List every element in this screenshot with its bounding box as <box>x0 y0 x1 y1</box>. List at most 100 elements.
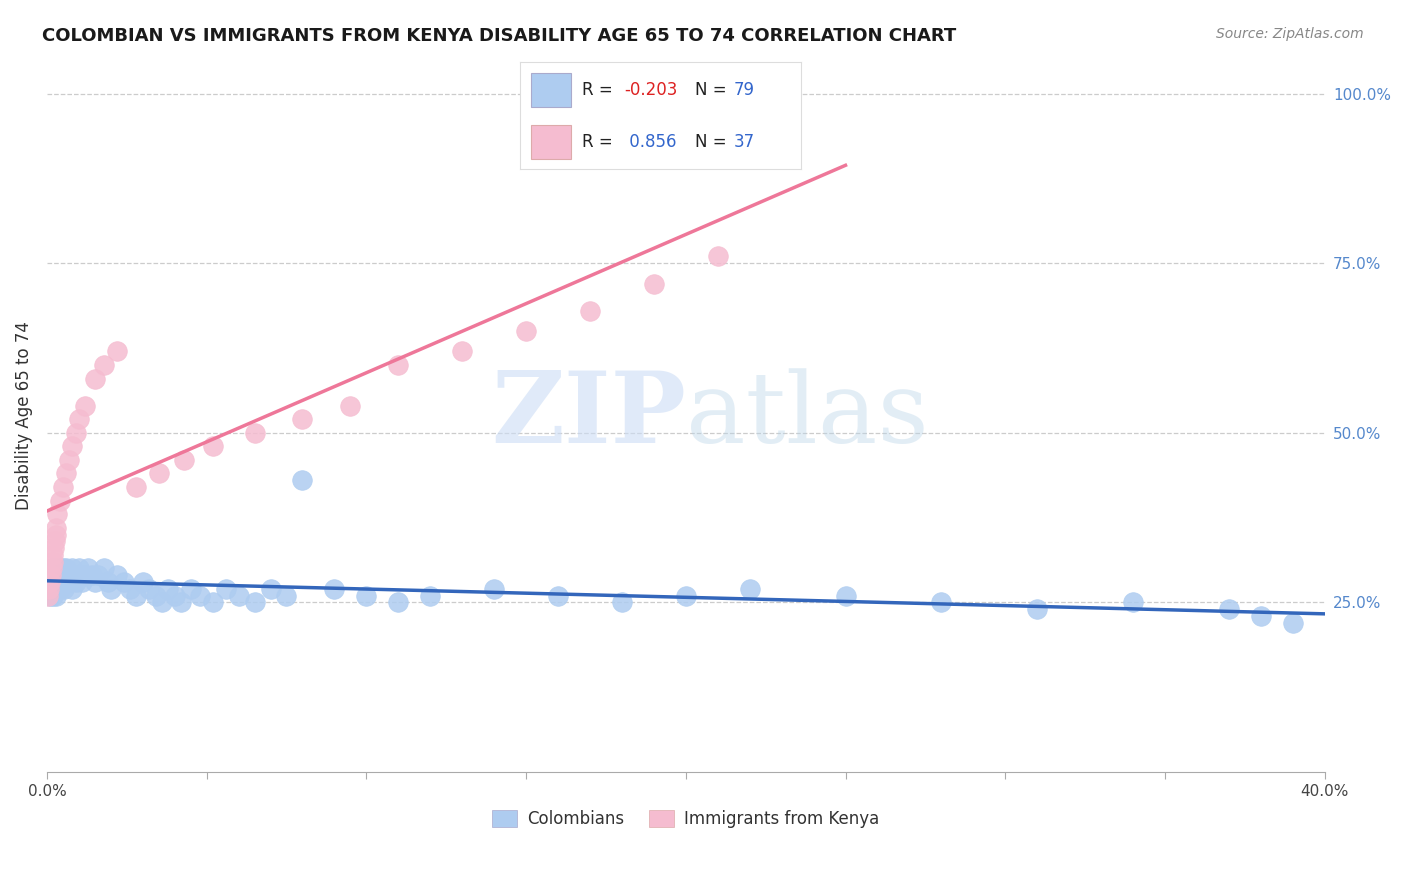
Point <box>45 589 67 603</box>
Point <box>37 582 59 596</box>
Point <box>419 589 441 603</box>
Text: N =: N = <box>695 133 731 151</box>
Point <box>45 527 67 541</box>
Point <box>52 480 75 494</box>
Point <box>125 480 148 494</box>
Text: COLOMBIAN VS IMMIGRANTS FROM KENYA DISABILITY AGE 65 TO 74 CORRELATION CHART: COLOMBIAN VS IMMIGRANTS FROM KENYA DISAB… <box>42 27 956 45</box>
Point <box>931 595 953 609</box>
FancyBboxPatch shape <box>531 125 571 159</box>
Point <box>41 561 63 575</box>
Point <box>55 568 77 582</box>
Point <box>42 582 65 596</box>
Point <box>42 541 65 556</box>
Point <box>118 582 141 596</box>
Point <box>44 568 66 582</box>
Point <box>1250 609 1272 624</box>
Point <box>41 555 63 569</box>
Point <box>215 582 238 596</box>
Point <box>228 589 250 603</box>
Point <box>48 582 70 596</box>
Point <box>276 589 298 603</box>
Text: 0.856: 0.856 <box>624 133 676 151</box>
Point <box>70 575 93 590</box>
Text: 37: 37 <box>734 133 755 151</box>
Point <box>46 568 69 582</box>
Point <box>173 453 195 467</box>
Point <box>547 589 569 603</box>
Point <box>58 453 80 467</box>
Point <box>55 467 77 481</box>
Point <box>148 467 170 481</box>
Point <box>643 277 665 291</box>
Point <box>387 358 409 372</box>
Point <box>356 589 378 603</box>
Point <box>770 79 793 94</box>
Point <box>105 344 128 359</box>
Point <box>243 425 266 440</box>
Point <box>132 575 155 590</box>
Point <box>579 303 602 318</box>
Point <box>39 589 62 603</box>
Point <box>52 561 75 575</box>
Point <box>80 568 103 582</box>
Point <box>1026 602 1049 616</box>
Text: Source: ZipAtlas.com: Source: ZipAtlas.com <box>1216 27 1364 41</box>
Point <box>62 439 84 453</box>
Point <box>41 568 63 582</box>
Point <box>46 507 69 521</box>
Y-axis label: Disability Age 65 to 74: Disability Age 65 to 74 <box>15 321 32 510</box>
Point <box>75 399 97 413</box>
Point <box>291 473 314 487</box>
Point <box>105 568 128 582</box>
Point <box>515 324 537 338</box>
Point <box>170 595 193 609</box>
Point <box>65 568 87 582</box>
Point <box>46 575 69 590</box>
Point <box>706 249 728 263</box>
Point <box>45 575 67 590</box>
Point <box>52 568 75 582</box>
Point <box>67 568 90 582</box>
Point <box>738 582 761 596</box>
Point <box>53 582 76 596</box>
Text: R =: R = <box>582 133 619 151</box>
Point <box>51 575 73 590</box>
Point <box>67 412 90 426</box>
Point <box>41 582 63 596</box>
Point <box>339 399 361 413</box>
Point <box>291 412 314 426</box>
Point <box>145 589 167 603</box>
Point <box>451 344 474 359</box>
Point <box>39 568 62 582</box>
Point <box>39 575 62 590</box>
Point <box>52 575 75 590</box>
Point <box>39 575 62 590</box>
Point <box>77 561 100 575</box>
Point <box>58 575 80 590</box>
Point <box>48 561 70 575</box>
Point <box>37 589 59 603</box>
Point <box>42 575 65 590</box>
Point <box>259 582 281 596</box>
Text: 79: 79 <box>734 81 755 99</box>
Point <box>45 582 67 596</box>
Point <box>93 561 115 575</box>
Text: atlas: atlas <box>686 368 928 464</box>
Point <box>610 595 633 609</box>
Point <box>1281 615 1303 630</box>
Point <box>323 582 346 596</box>
Point <box>65 425 87 440</box>
Point <box>387 595 409 609</box>
Point <box>45 521 67 535</box>
Text: -0.203: -0.203 <box>624 81 678 99</box>
Point <box>44 534 66 549</box>
Point <box>201 595 224 609</box>
Legend: Colombians, Immigrants from Kenya: Colombians, Immigrants from Kenya <box>485 804 886 835</box>
Point <box>49 568 72 582</box>
Point <box>55 575 77 590</box>
Point <box>125 589 148 603</box>
Text: ZIP: ZIP <box>491 368 686 465</box>
Point <box>150 595 173 609</box>
Point <box>48 493 70 508</box>
Point <box>62 561 84 575</box>
